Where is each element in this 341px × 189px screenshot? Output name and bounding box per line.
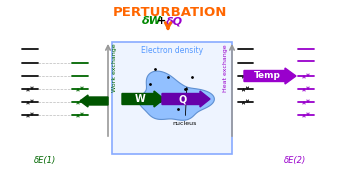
FancyBboxPatch shape — [112, 42, 232, 154]
Polygon shape — [139, 71, 214, 120]
Text: δQ: δQ — [165, 16, 182, 26]
Text: Work exchange: Work exchange — [112, 43, 117, 92]
Text: Q: Q — [179, 94, 187, 104]
Text: nucleus: nucleus — [173, 88, 197, 126]
Text: Heat exchange: Heat exchange — [223, 44, 228, 92]
Text: Electron density: Electron density — [141, 46, 203, 55]
Text: PERTURBATION: PERTURBATION — [113, 6, 227, 19]
FancyArrow shape — [122, 91, 164, 107]
Text: +: + — [158, 16, 167, 26]
Text: δW: δW — [142, 16, 162, 26]
FancyArrow shape — [162, 91, 210, 107]
FancyArrow shape — [80, 95, 108, 107]
Text: δE(2): δE(2) — [284, 156, 306, 166]
Text: δE(1): δE(1) — [34, 156, 56, 166]
Text: Temp: Temp — [254, 71, 280, 81]
FancyArrow shape — [244, 68, 296, 84]
Text: W: W — [135, 94, 145, 104]
